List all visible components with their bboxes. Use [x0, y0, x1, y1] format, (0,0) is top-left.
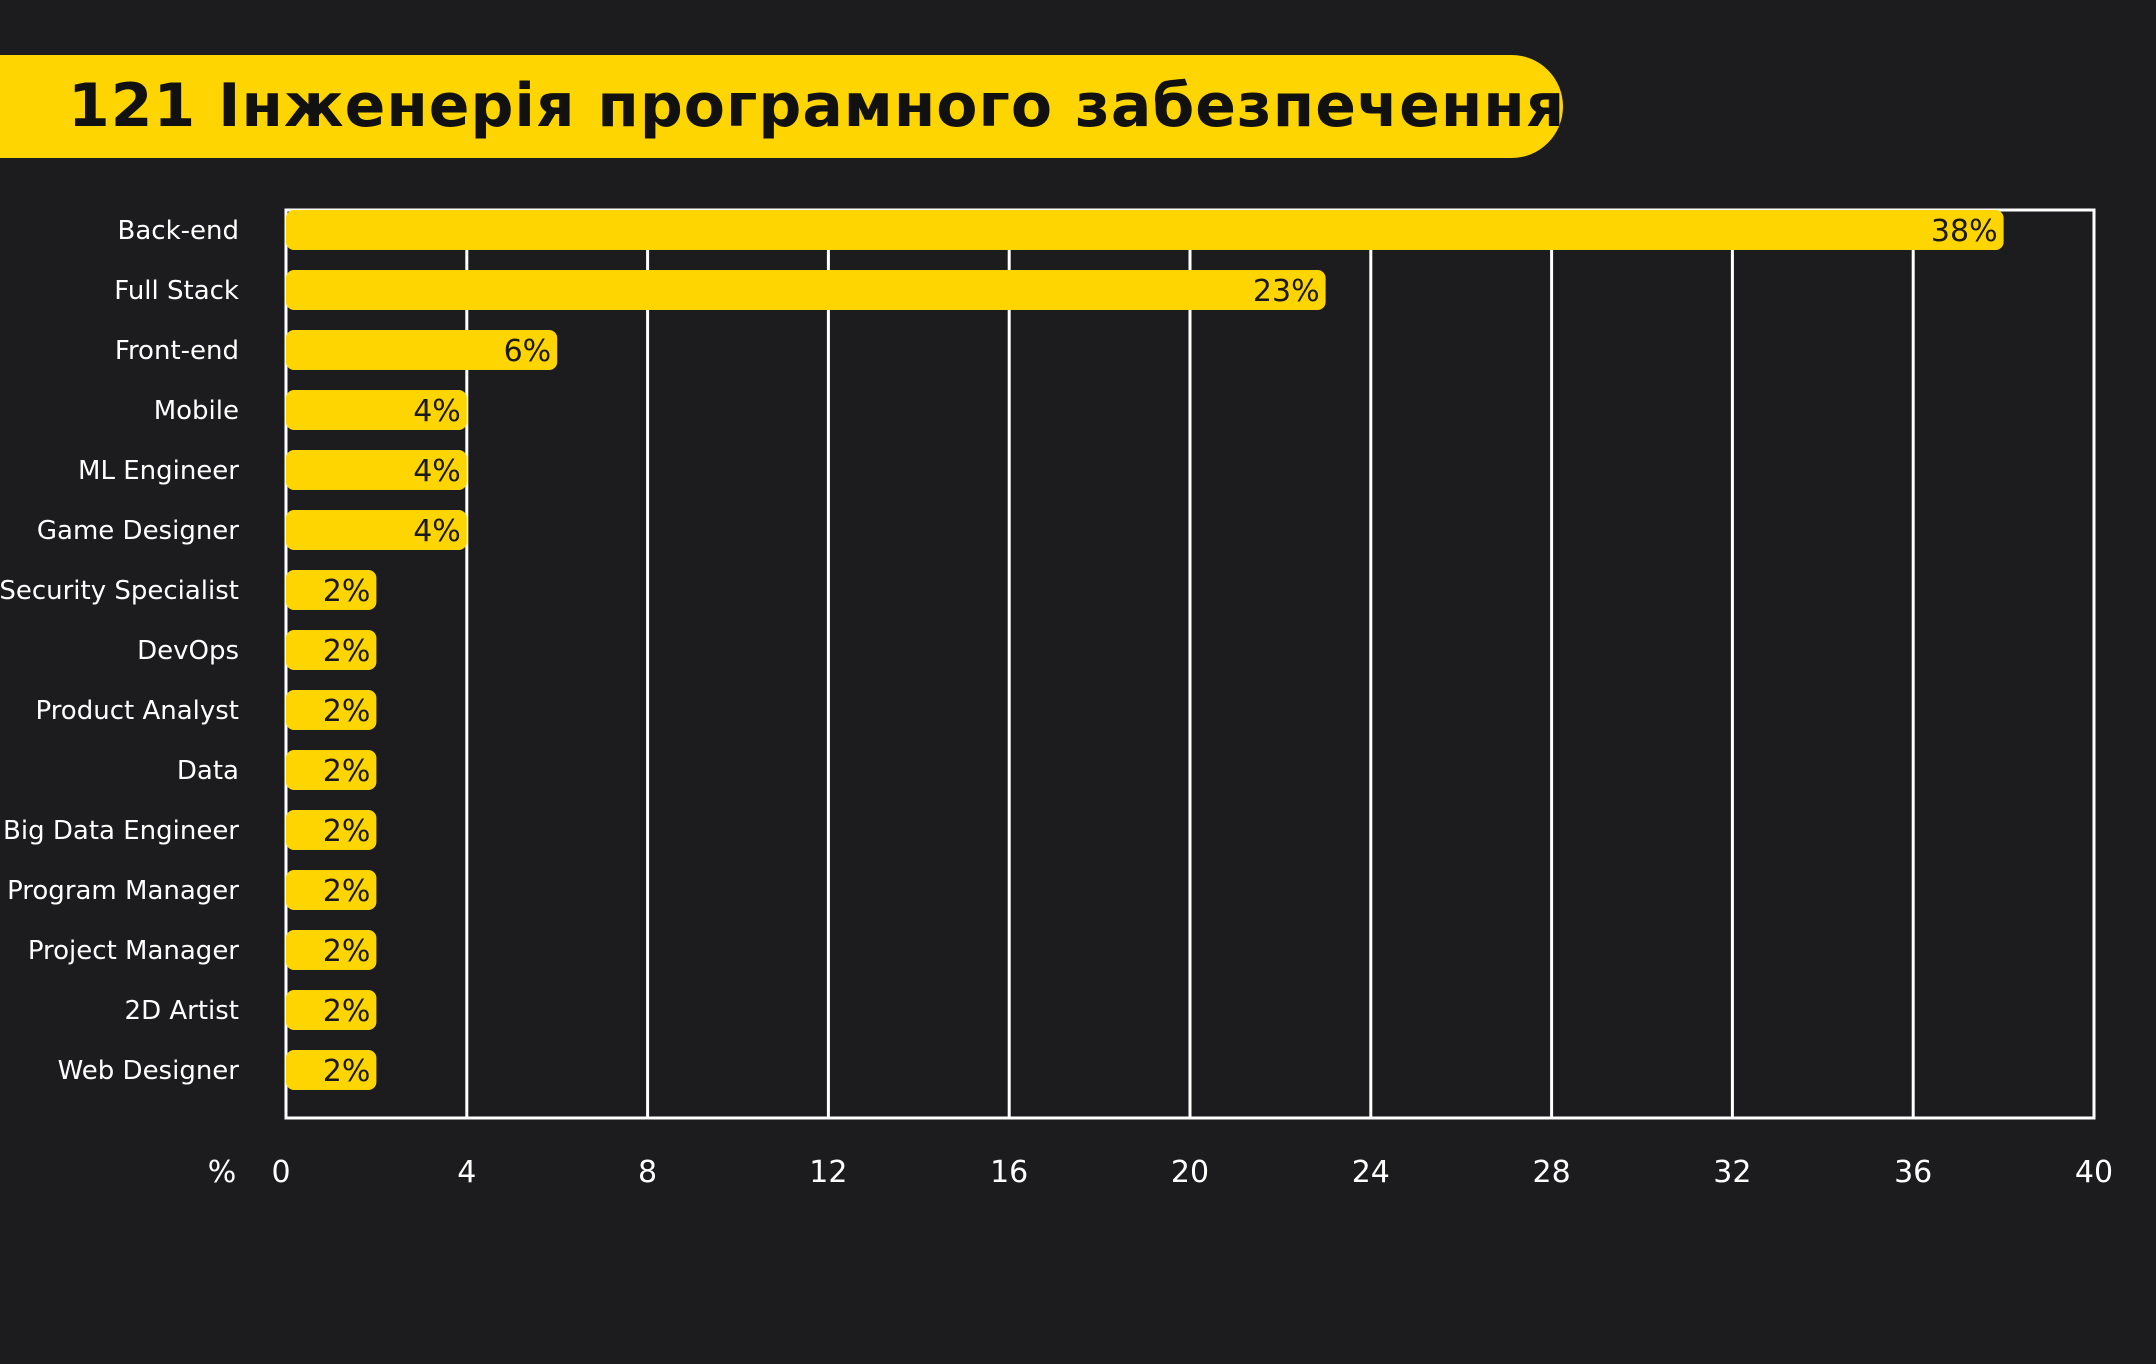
x-tick-label: 40	[2075, 1155, 2113, 1190]
category-label: Data	[177, 756, 239, 786]
bar	[286, 810, 377, 850]
data-label: 6%	[504, 334, 552, 369]
category-label: Back-end	[118, 216, 239, 246]
category-label: ML Engineer	[78, 456, 239, 486]
x-tick-label: 16	[990, 1155, 1028, 1190]
x-tick-label: 8	[638, 1155, 657, 1190]
data-label: 2%	[323, 574, 371, 609]
data-label: 4%	[413, 514, 461, 549]
x-tick-label: 4	[457, 1155, 476, 1190]
bar	[286, 690, 377, 730]
x-tick-label: 28	[1533, 1155, 1571, 1190]
bar	[286, 870, 377, 910]
category-label: Product Analyst	[35, 696, 239, 726]
title-banner: 121 Інженерія програмного забезпечення	[0, 55, 1566, 158]
category-label: Web Designer	[58, 1056, 240, 1086]
data-label: 2%	[323, 994, 371, 1029]
data-label: 23%	[1253, 274, 1320, 309]
category-label: Program Manager	[7, 876, 239, 906]
x-axis-unit-label: %	[208, 1155, 237, 1190]
category-label: Game Designer	[37, 516, 239, 546]
category-labels: Back-end Full Stack Front-end Mobile ML Engi…	[0, 216, 239, 1086]
data-label: 2%	[323, 934, 371, 969]
data-label: 2%	[323, 874, 371, 909]
data-label: 4%	[413, 454, 461, 489]
bar	[286, 750, 377, 790]
data-label: 2%	[323, 634, 371, 669]
bar	[286, 930, 377, 970]
category-label: DevOps	[137, 636, 239, 666]
category-label: Project Manager	[28, 936, 239, 966]
bar	[286, 210, 2004, 250]
bar	[286, 510, 467, 550]
data-label: 2%	[323, 694, 371, 729]
x-tick-labels: 0 4 8 12 16 20 24 28 32 36 40	[271, 1155, 2113, 1190]
bar	[286, 390, 467, 430]
bar	[286, 330, 558, 370]
x-tick-label: 24	[1352, 1155, 1390, 1190]
bar	[286, 1050, 377, 1090]
data-label: 4%	[413, 394, 461, 429]
category-label: Big Data Engineer	[3, 816, 239, 846]
category-label: Mobile	[154, 396, 239, 426]
data-label: 38%	[1931, 214, 1998, 249]
bar	[286, 450, 467, 490]
data-label: 2%	[323, 754, 371, 789]
x-tick-label: 12	[809, 1155, 847, 1190]
x-tick-label: 0	[271, 1155, 290, 1190]
category-label: Front-end	[115, 336, 239, 366]
bar	[286, 270, 1326, 310]
grid-lines	[284, 208, 2096, 1120]
data-label: 2%	[323, 814, 371, 849]
page-title: 121 Інженерія програмного забезпечення	[68, 71, 1566, 141]
data-label: 2%	[323, 1054, 371, 1089]
category-label: 2D Artist	[125, 996, 239, 1026]
x-tick-label: 32	[1713, 1155, 1751, 1190]
bar	[286, 570, 377, 610]
bar	[286, 630, 377, 670]
x-tick-label: 20	[1171, 1155, 1209, 1190]
category-label: Full Stack	[114, 276, 239, 306]
bar	[286, 990, 377, 1030]
bars: 38% 23% 6% 4% 4% 4% 2% 2% 2% 2% 2% 2% 2% 2% 2%	[286, 210, 2004, 1090]
category-label: Security Specialist	[0, 576, 239, 606]
x-tick-label: 36	[1894, 1155, 1932, 1190]
